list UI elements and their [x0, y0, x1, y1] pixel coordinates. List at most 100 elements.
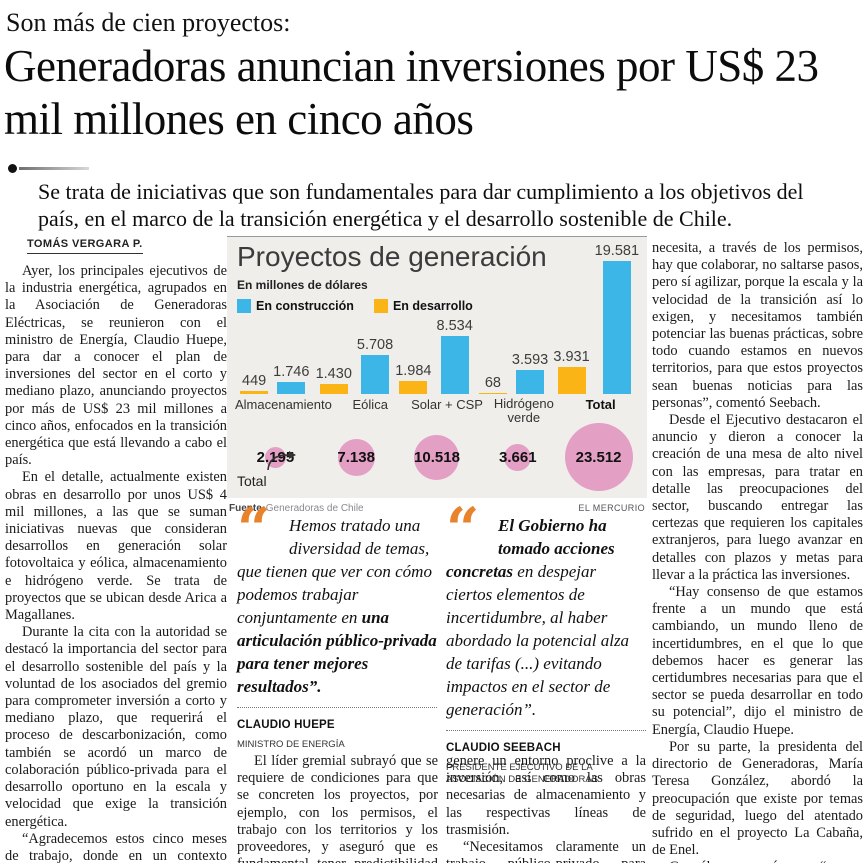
quote-attribution: CLAUDIO SEEBACH PRESIDENTE EJECUTIVO DE … — [446, 730, 646, 786]
chart-subtitle: En millones de dólares — [237, 278, 368, 292]
bar — [478, 393, 507, 394]
generation-projects-chart: Proyectos de generación En millones de d… — [227, 236, 647, 514]
article-column-mid-left: El líder gremial subrayó que se requiere… — [237, 753, 438, 863]
category-label: Eólica — [352, 397, 388, 412]
subheadline: Se trata de iniciativas que son fundamen… — [38, 179, 804, 231]
article-paragraph: El líder gremial subrayó que se requiere… — [237, 753, 438, 863]
bar-value-label: 68 — [484, 375, 501, 391]
article-paragraph: Desde el Ejecutivo destacaron el anuncio… — [652, 412, 863, 583]
chart-title: Proyectos de generación — [237, 241, 547, 272]
bar-group: 68 3.593 — [474, 352, 554, 394]
curved-arrow-icon — [267, 451, 296, 471]
chart-source: Fuente Generadoras de Chile — [229, 503, 364, 514]
total-circle-value: 23.512 — [575, 448, 622, 466]
bar-value-label: 1.746 — [273, 364, 310, 380]
bar-column: 5.708 — [357, 337, 393, 394]
quote-author-name: CLAUDIO HUEPE — [237, 719, 335, 731]
bar — [602, 261, 631, 394]
quote-mark-icon: “ — [446, 495, 480, 563]
legend-swatch-icon — [373, 299, 388, 313]
article-paragraph: genere un entorno proclive a la inversió… — [446, 753, 646, 838]
bar-value-label: 8.534 — [436, 318, 473, 334]
total-circle: 3.661 — [499, 443, 537, 471]
total-circle-cell: 23.512 — [558, 423, 639, 491]
bar-value-label: 19.581 — [594, 243, 640, 259]
bar-value-label: 1.984 — [395, 363, 432, 379]
chart-bars: 449 1.746 1.430 5.708 1.984 8.534 68 3.593 3.931… — [235, 242, 639, 394]
bar — [319, 384, 348, 394]
total-circle-cell: 3.661 — [477, 443, 558, 471]
bar-column: 3.593 — [512, 352, 548, 394]
bar-value-label: 3.931 — [553, 349, 590, 365]
bar-column: 8.534 — [436, 318, 473, 394]
legend-label: En construcción — [256, 299, 354, 313]
quote-text-bold: una articulación público-privada para te… — [237, 608, 437, 696]
bar — [440, 336, 469, 394]
bar-group: 3.931 19.581 — [553, 243, 639, 394]
total-circle: 10.518 — [414, 434, 460, 480]
quote-author-role: MINISTRO DE ENERGÍA — [237, 739, 345, 750]
chart-total-circles: Total 2.195 7.138 10.518 3.661 23.512 — [235, 421, 639, 493]
article-column-left: Ayer, los principales ejecutivos de la i… — [5, 263, 227, 863]
chart-categories: Almacenamiento Eólica Solar + CSP Hidrógeno… — [235, 397, 639, 425]
bar-group: 1.430 5.708 — [315, 337, 395, 394]
bar — [277, 382, 306, 394]
category-label: Almacenamiento — [235, 397, 332, 412]
bar-column: 3.931 — [553, 349, 590, 394]
byline: TOMÁS VERGARA P. — [27, 238, 143, 254]
article-paragraph: Durante la cita con la autoridad se dest… — [5, 624, 227, 830]
legend-item: En desarrollo — [373, 299, 473, 313]
chart-legend: En construcción En desarrollo — [237, 299, 473, 313]
bar-column: 1.984 — [395, 363, 431, 394]
bar-value-label: 449 — [242, 373, 267, 389]
bar — [557, 367, 586, 394]
article-paragraph: necesita, a través de los permisos, hay … — [652, 240, 863, 411]
article-paragraph: “Hay consenso de que estamos frente a un… — [652, 584, 863, 738]
article-paragraph: González aseguró que “es un punto que he… — [652, 859, 863, 863]
category-label: Solar + CSP — [411, 397, 483, 412]
quote-attribution: CLAUDIO HUEPE MINISTRO DE ENERGÍA — [237, 707, 437, 751]
bar-column: 1.430 — [316, 366, 352, 394]
headline-divider — [8, 164, 89, 173]
headline: Generadoras anuncian inversiones por US$… — [4, 41, 819, 144]
bar-value-label: 5.708 — [356, 337, 394, 353]
pull-quote-seebach: “El Gobierno ha tomado acciones concreta… — [446, 495, 646, 786]
divider-rule — [19, 167, 89, 170]
bar — [240, 391, 269, 394]
total-circle-value: 3.661 — [499, 448, 537, 466]
article-paragraph: Por su parte, la presidenta del director… — [652, 738, 863, 859]
total-circle: 23.512 — [564, 423, 633, 491]
quote-text-regular: en despejar ciertos elementos de incerti… — [446, 562, 630, 719]
article-paragraph: Ayer, los principales ejecutivos de la i… — [5, 263, 227, 469]
bar — [516, 370, 545, 394]
quote-text-bold: El Gobierno ha tomado acciones concretas — [446, 516, 615, 581]
bar-group: 1.984 8.534 — [394, 318, 474, 394]
category-label: Total — [585, 397, 616, 412]
total-circle-cell: 10.518 — [397, 434, 478, 480]
pull-quote-huepe: “Hemos tratado una diversidad de temas, … — [237, 495, 437, 751]
bar-column: 449 — [240, 373, 269, 394]
legend-swatch-icon — [237, 299, 251, 313]
total-circle-value: 10.518 — [414, 448, 460, 466]
legend-label: En desarrollo — [392, 299, 473, 313]
bar-value-label: 3.593 — [511, 352, 549, 368]
article-column-right: necesita, a través de los permisos, hay … — [652, 240, 863, 863]
quote-mark-icon: “ — [237, 495, 271, 563]
article-column-mid-right: genere un entorno proclive a la inversió… — [446, 753, 646, 863]
bar — [361, 355, 390, 394]
bar-group: 449 1.746 — [235, 364, 315, 394]
bar-column: 19.581 — [595, 243, 639, 394]
chart-plot-area: Proyectos de generación En millones de d… — [227, 236, 647, 498]
kicker: Son más de cien proyectos: — [6, 8, 291, 37]
bar — [399, 381, 428, 394]
quote-text-regular: Hemos tratado una diversidad de temas, q… — [237, 516, 432, 627]
total-circle: 7.138 — [337, 438, 375, 476]
chart-source-row: Fuente Generadoras de Chile EL MERCURIO — [227, 498, 647, 514]
category-label: Hidrógeno verde — [493, 396, 554, 425]
source-label: Fuente — [229, 503, 262, 514]
bullet-dot — [8, 164, 17, 173]
total-circle-value: 7.138 — [337, 448, 375, 466]
legend-item: En construcción — [237, 299, 354, 313]
chart-credit: EL MERCURIO — [578, 503, 645, 513]
